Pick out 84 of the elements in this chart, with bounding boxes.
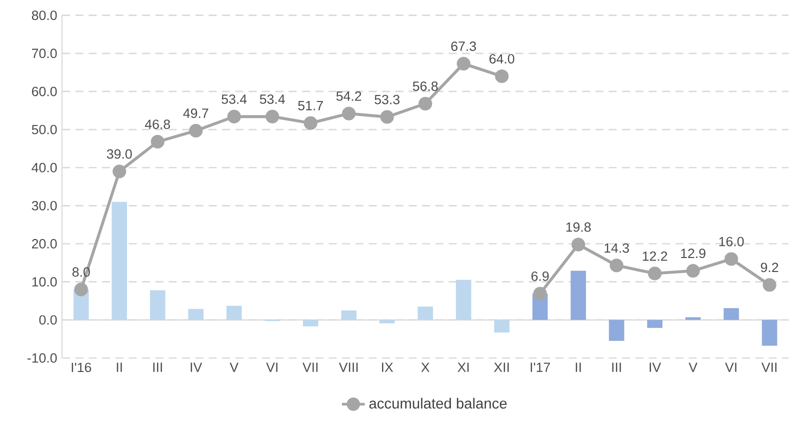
point	[648, 266, 662, 280]
x-tick-label: III	[612, 362, 621, 372]
point	[112, 164, 126, 178]
bar	[150, 290, 166, 320]
data-label: 46.8	[144, 120, 170, 130]
point	[342, 106, 356, 120]
x-tick-label: XI	[458, 362, 469, 372]
point	[189, 124, 203, 138]
bar	[226, 306, 242, 320]
point	[533, 286, 547, 300]
y-tick-label: 40.0	[32, 162, 57, 172]
x-tick-label: III	[153, 362, 162, 372]
x-tick-label: I'17	[530, 362, 550, 372]
x-tick-label: II	[116, 362, 122, 372]
data-label: 53.4	[260, 94, 285, 104]
data-label: 49.7	[183, 108, 208, 118]
bar	[188, 308, 204, 320]
point	[418, 96, 432, 110]
x-tick-label: IX	[382, 362, 394, 372]
data-label: 53.4	[222, 94, 247, 104]
data-label: 16.0	[719, 236, 744, 246]
bar	[302, 320, 318, 326]
bar	[379, 320, 395, 324]
y-tick-label: 20.0	[32, 239, 57, 248]
bar	[685, 317, 701, 320]
x-tick-label: V	[688, 362, 698, 372]
bar	[418, 306, 433, 320]
data-label: 67.3	[451, 42, 476, 51]
x-tick-label: VII	[761, 362, 776, 372]
data-label: 12.9	[681, 248, 706, 258]
bar	[762, 320, 778, 346]
x-tick-label: VII	[302, 362, 318, 372]
point	[380, 110, 394, 124]
data-label: 14.3	[604, 243, 629, 253]
y-tick-label: 10.0	[32, 277, 57, 287]
y-tick-label: 80.0	[32, 10, 57, 20]
bar	[456, 280, 472, 320]
data-label: 39.0	[106, 149, 132, 159]
point	[610, 258, 624, 272]
data-label: 9.2	[760, 262, 778, 272]
x-tick-label: II	[576, 362, 581, 372]
bar	[570, 270, 586, 320]
data-label: 53.3	[374, 94, 400, 104]
point	[150, 134, 164, 149]
y-tick-label: -10.0	[27, 353, 57, 363]
x-tick-label: IV	[190, 362, 202, 372]
point	[456, 56, 470, 70]
bar	[494, 320, 510, 332]
point	[572, 238, 586, 252]
data-label: 54.2	[336, 91, 362, 101]
data-label: 64.0	[490, 54, 514, 64]
bar	[608, 320, 624, 341]
y-tick-label: 60.0	[32, 86, 57, 96]
x-tick-label: X	[421, 362, 430, 372]
data-label: 51.7	[298, 101, 323, 110]
data-label: 12.2	[642, 251, 668, 261]
point	[762, 278, 776, 292]
bar	[724, 308, 739, 320]
data-label: 6.9	[531, 271, 549, 281]
bar	[341, 310, 356, 320]
x-tick-label: V	[230, 362, 239, 372]
point	[304, 116, 318, 130]
point	[74, 282, 88, 296]
y-tick-label: 50.0	[32, 124, 57, 134]
data-label: 19.8	[566, 222, 591, 232]
x-tick-label: IV	[650, 362, 662, 372]
data-label: 56.8	[412, 82, 438, 91]
legend-label: accumulated balance	[369, 398, 507, 409]
bar	[112, 202, 128, 320]
x-tick-label: VI	[266, 362, 278, 372]
x-tick-label: VIII	[338, 362, 358, 372]
point	[686, 264, 700, 278]
y-tick-label: 0.0	[39, 315, 57, 325]
point	[724, 252, 738, 266]
bar	[647, 320, 662, 328]
x-tick-label: XII	[494, 362, 509, 372]
point	[266, 110, 280, 124]
point	[227, 110, 241, 124]
y-tick-label: 70.0	[32, 48, 57, 58]
point	[495, 69, 509, 84]
x-tick-label: VI	[725, 362, 736, 372]
y-tick-label: 30.0	[32, 200, 57, 210]
x-tick-label: I'16	[72, 362, 92, 372]
data-label: 8.0	[72, 267, 90, 277]
